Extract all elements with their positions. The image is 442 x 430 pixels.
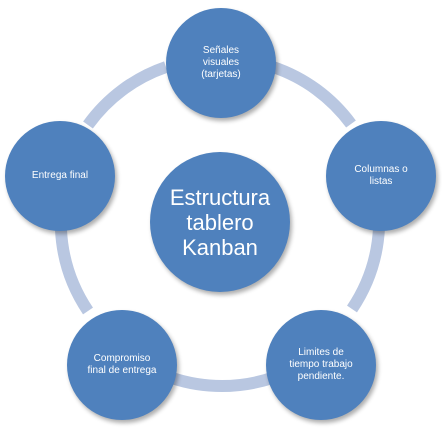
connector-arc-3 (170, 372, 274, 393)
center-node-label: Estructura tablero Kanban (169, 184, 271, 260)
connector-arc-2 (346, 227, 385, 313)
connector-arc-4 (55, 229, 94, 315)
cycle-node-label: Columnas o listas (354, 164, 408, 187)
cycle-node-compromiso: Compromiso final de entrega (67, 310, 177, 420)
cycle-node-entrega-final: Entrega final (5, 121, 115, 231)
connector-arc-1 (271, 61, 356, 128)
connector-arc-5 (83, 61, 169, 129)
cycle-node-label: Entrega final (31, 170, 89, 181)
center-node: Estructura tablero Kanban (150, 152, 290, 292)
cycle-node-columnas: Columnas o listas (326, 121, 436, 231)
cycle-node-label: Compromiso final de entrega (87, 353, 157, 376)
cycle-node-limites-tiempo: Limites de tiempo trabajo pendiente. (266, 310, 376, 420)
cycle-node-label: Señales visuales (tarjetas) (201, 45, 241, 80)
cycle-node-label: Limites de tiempo trabajo pendiente. (289, 347, 353, 382)
cycle-node-senales-visuales: Señales visuales (tarjetas) (166, 8, 276, 118)
